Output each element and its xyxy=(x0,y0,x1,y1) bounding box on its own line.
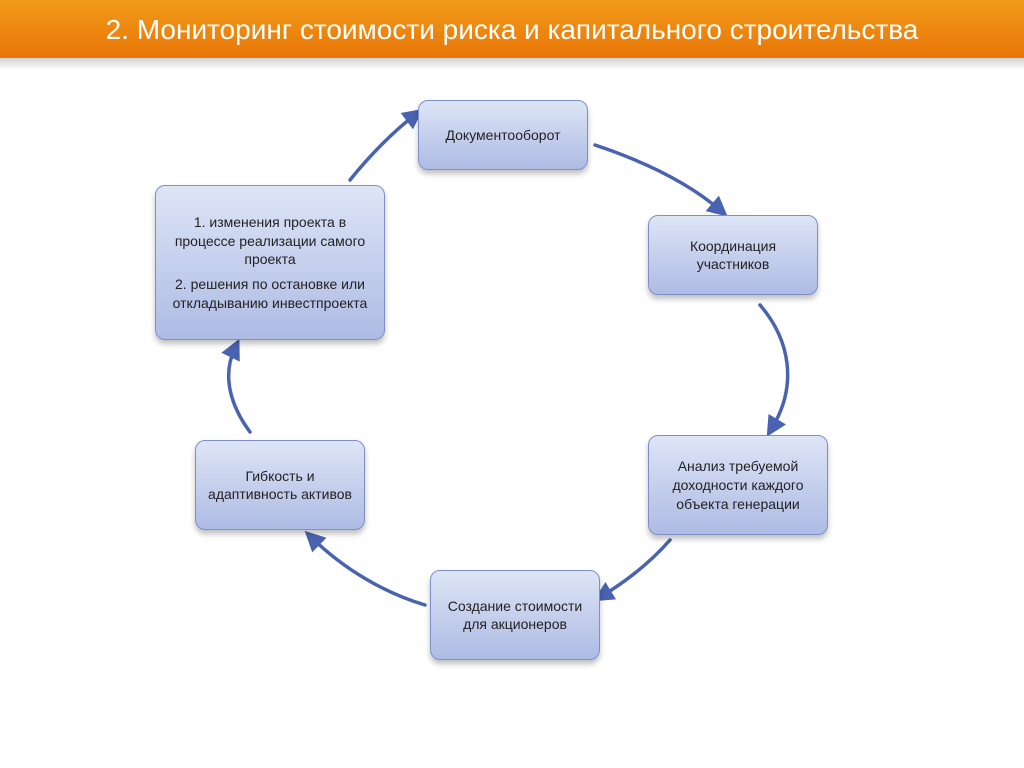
cycle-node-n5: 1. изменения проекта в процессе реализац… xyxy=(155,185,385,340)
cycle-node-n3: Создание стоимости для акционеров xyxy=(430,570,600,660)
cycle-node-n0: Документооборот xyxy=(418,100,588,170)
cycle-arrow-n2-n3 xyxy=(602,540,670,596)
cycle-node-label: 1. изменения проекта в процессе реализац… xyxy=(166,213,374,270)
header-shadow xyxy=(0,58,1024,70)
cycle-node-label-2: 2. решения по остановке или откладыванию… xyxy=(166,275,374,313)
cycle-node-label: Координация участников xyxy=(659,237,807,275)
cycle-arrow-n4-n5 xyxy=(229,348,250,432)
cycle-node-label: Гибкость и адаптивность активов xyxy=(206,467,354,505)
cycle-node-n4: Гибкость и адаптивность активов xyxy=(195,440,365,530)
cycle-arrow-n1-n2 xyxy=(760,305,788,428)
cycle-node-label: Создание стоимости для акционеров xyxy=(441,597,589,635)
cycle-arrow-n5-n0 xyxy=(350,115,415,180)
cycle-arrow-n3-n4 xyxy=(312,538,425,605)
cycle-node-label: Документооборот xyxy=(445,126,560,145)
cycle-node-n2: Анализ требуемой доходности каждого объе… xyxy=(648,435,828,535)
diagram-stage: Документооборот Координация участников Ана… xyxy=(0,70,1024,730)
slide-title: 2. Мониторинг стоимости риска и капиталь… xyxy=(0,0,1024,58)
slide-title-text: 2. Мониторинг стоимости риска и капиталь… xyxy=(106,14,919,45)
cycle-arrow-n0-n1 xyxy=(595,145,720,210)
cycle-node-label: Анализ требуемой доходности каждого объе… xyxy=(659,457,817,514)
cycle-node-n1: Координация участников xyxy=(648,215,818,295)
